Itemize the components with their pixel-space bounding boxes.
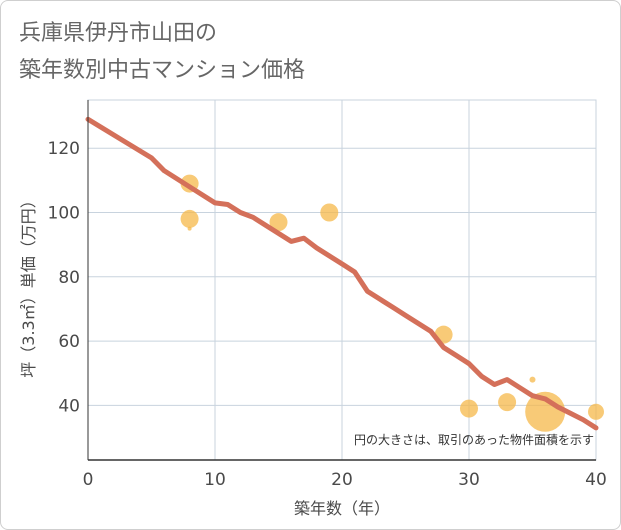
data-point xyxy=(588,403,604,420)
chart-title: 兵庫県伊丹市山田の 築年数別中古マンション価格 xyxy=(19,15,305,89)
x-tick-label: 40 xyxy=(585,470,607,490)
title-line-1: 兵庫県伊丹市山田の xyxy=(19,21,218,46)
y-tick-label: 120 xyxy=(48,139,80,159)
x-tick-label: 0 xyxy=(83,470,94,490)
data-point xyxy=(180,209,199,228)
data-point xyxy=(269,213,288,232)
y-tick-label: 100 xyxy=(48,204,80,224)
trend-line xyxy=(85,116,599,431)
size-note: 円の大きさは、取引のあった物件面積を示す xyxy=(354,432,594,447)
x-tick-label: 30 xyxy=(458,470,480,490)
y-tick-label: 60 xyxy=(58,332,80,352)
y-tick-label: 40 xyxy=(58,396,80,416)
x-axis-label: 築年数（年） xyxy=(294,499,390,518)
x-tick-label: 20 xyxy=(331,470,353,490)
data-point xyxy=(187,226,192,231)
data-point xyxy=(320,203,339,222)
data-point xyxy=(498,393,517,412)
title-line-2: 築年数別中古マンション価格 xyxy=(19,58,306,83)
data-point xyxy=(460,399,478,418)
y-tick-label: 80 xyxy=(58,268,80,288)
axes: 0 10 20 30 40 40 60 80 100 120 xyxy=(48,100,607,490)
grid-lines xyxy=(87,99,597,461)
data-point xyxy=(529,376,536,383)
x-tick-label: 10 xyxy=(204,470,226,490)
data-point xyxy=(525,391,566,432)
trend-line-group xyxy=(85,116,599,431)
y-axis-label: 坪（3.3㎡）単価（万円） xyxy=(19,192,38,377)
